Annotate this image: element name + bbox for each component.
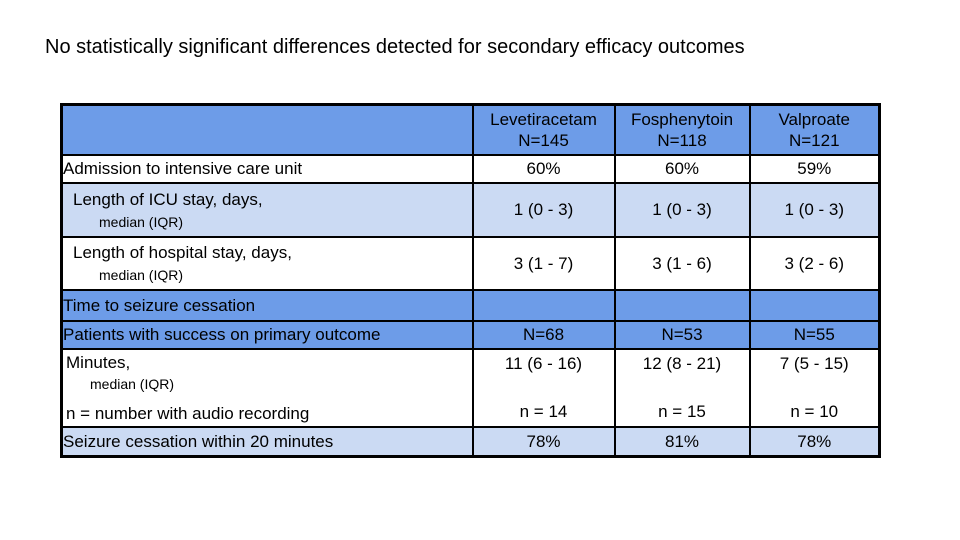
value-median: 12 (8 - 21) xyxy=(642,354,722,373)
row-sublabel: median (IQR) xyxy=(99,267,184,283)
row-label-cell: Minutes, median (IQR) n = number with au… xyxy=(60,347,474,428)
table-row: Length of ICU stay, days, median (IQR) 1… xyxy=(60,181,881,238)
secondary-outcomes-table: Levetiracetam N=145 Fosphenytoin N=118 V… xyxy=(60,103,881,458)
table-section-row: Time to seizure cessation xyxy=(60,288,881,322)
row-label: Minutes, xyxy=(66,352,131,372)
value-cell: 60% xyxy=(613,153,751,184)
table-header-row: Levetiracetam N=145 Fosphenytoin N=118 V… xyxy=(60,103,881,156)
sample-size: N=145 xyxy=(518,130,569,150)
drug-name: Valproate xyxy=(778,109,850,129)
drug-name: Fosphenytoin xyxy=(630,109,734,129)
column-header-valproate: Valproate N=121 xyxy=(748,103,881,156)
drug-name: Levetiracetam xyxy=(490,109,597,129)
value-n: n = 10 xyxy=(790,402,839,421)
value-cell: N=55 xyxy=(748,319,881,350)
header-empty-cell xyxy=(60,103,474,156)
row-sublabel: median (IQR) xyxy=(90,375,175,392)
column-header-levetiracetam: Levetiracetam N=145 xyxy=(471,103,616,156)
sample-size: N=121 xyxy=(788,130,840,150)
value-median: 11 (6 - 16) xyxy=(504,354,583,373)
value-cell xyxy=(748,288,881,322)
table-row: Length of hospital stay, days, median (I… xyxy=(60,235,881,291)
value-cell: 3 (1 - 6) xyxy=(613,235,751,291)
row-note: n = number with audio recording xyxy=(66,403,310,423)
value-cell: 1 (0 - 3) xyxy=(471,181,616,238)
value-cell: N=68 xyxy=(471,319,616,350)
value-cell: 11 (6 - 16) n = 14 xyxy=(471,347,616,428)
value-cell: 3 (1 - 7) xyxy=(471,235,616,291)
value-cell: 60% xyxy=(471,153,616,184)
table-row: Patients with success on primary outcome… xyxy=(60,319,881,350)
column-header-fosphenytoin: Fosphenytoin N=118 xyxy=(613,103,751,156)
row-label-cell: Length of hospital stay, days, median (I… xyxy=(60,235,474,291)
slide-title: No statistically significant differences… xyxy=(45,36,745,58)
row-label-cell: Admission to intensive care unit xyxy=(60,153,474,184)
row-label: Length of hospital stay, days, xyxy=(73,243,292,262)
row-sublabel: median (IQR) xyxy=(99,213,184,230)
value-cell: 7 (5 - 15) n = 10 xyxy=(748,347,881,428)
value-n: n = 15 xyxy=(658,402,706,421)
value-cell: 81% xyxy=(613,425,751,458)
value-median: 7 (5 - 15) xyxy=(779,354,849,373)
value-cell: N=53 xyxy=(613,319,751,350)
table-row: Admission to intensive care unit 60% 60%… xyxy=(60,153,881,184)
value-cell xyxy=(471,288,616,322)
table-row: Seizure cessation within 20 minutes 78% … xyxy=(60,425,881,458)
value-cell xyxy=(613,288,751,322)
value-cell: 1 (0 - 3) xyxy=(748,181,881,238)
value-cell: 12 (8 - 21) n = 15 xyxy=(613,347,751,428)
row-label-cell: Length of ICU stay, days, median (IQR) xyxy=(60,181,474,238)
value-n: n = 14 xyxy=(519,402,568,421)
sample-size: N=118 xyxy=(657,130,707,150)
row-label: Length of ICU stay, days, xyxy=(73,189,263,209)
table-row: Minutes, median (IQR) n = number with au… xyxy=(60,347,881,428)
value-cell: 78% xyxy=(748,425,881,458)
value-cell: 59% xyxy=(748,153,881,184)
value-cell: 3 (2 - 6) xyxy=(748,235,881,291)
row-label-cell: Seizure cessation within 20 minutes xyxy=(60,425,474,458)
value-cell: 78% xyxy=(471,425,616,458)
row-label-cell: Patients with success on primary outcome xyxy=(60,319,474,350)
section-label-cell: Time to seizure cessation xyxy=(60,288,474,322)
value-cell: 1 (0 - 3) xyxy=(613,181,751,238)
